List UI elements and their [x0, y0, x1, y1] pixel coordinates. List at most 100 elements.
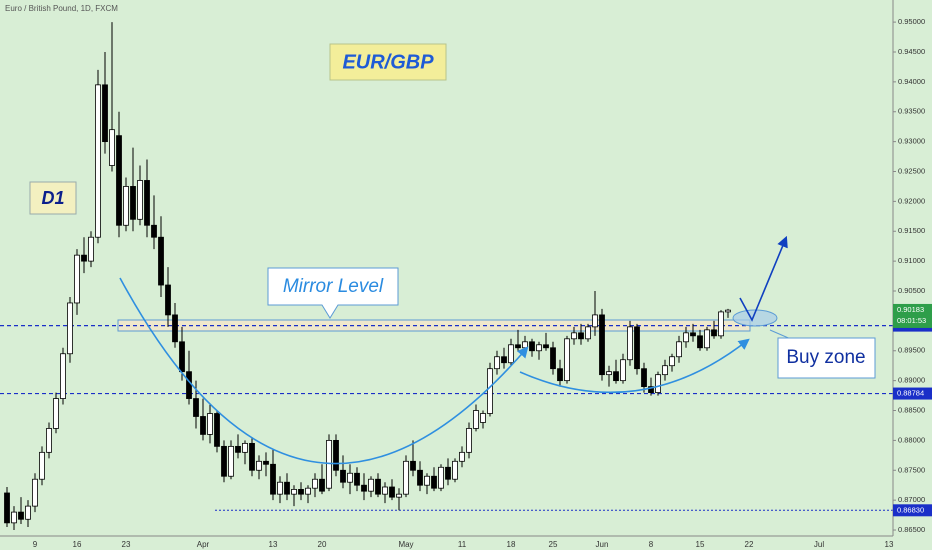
- candle-body: [144, 180, 150, 226]
- candle-body: [32, 478, 38, 507]
- price-line-label: 0.88784: [897, 389, 924, 398]
- candle-body: [396, 493, 402, 498]
- candle-body: [60, 353, 66, 399]
- y-tick-label: 0.87500: [898, 465, 925, 474]
- y-tick-label: 0.88500: [898, 405, 925, 414]
- candle-body: [375, 478, 381, 495]
- candle-body: [424, 475, 430, 486]
- timeframe-box: [29, 181, 77, 215]
- candle-body: [550, 347, 556, 370]
- x-tick-label: May: [398, 540, 413, 549]
- candle-body: [81, 254, 87, 262]
- candle-body: [697, 335, 703, 349]
- y-tick-label: 0.86500: [898, 525, 925, 534]
- price-line-label: 0.86830: [897, 505, 924, 514]
- candle-body: [88, 236, 94, 262]
- candle-body: [669, 356, 675, 367]
- candle-body: [333, 439, 339, 471]
- candle-body: [193, 398, 199, 417]
- candle-body: [298, 488, 304, 495]
- candle-body: [158, 236, 164, 286]
- x-tick-label: 15: [696, 540, 705, 549]
- candle-body: [102, 84, 108, 143]
- candle-body: [200, 416, 206, 435]
- candle-body: [494, 356, 500, 370]
- candle-body: [578, 332, 584, 340]
- candle-body: [459, 451, 465, 462]
- candle-body: [662, 365, 668, 376]
- candle-body: [438, 466, 444, 489]
- candle-body: [634, 326, 640, 370]
- candle-body: [501, 356, 507, 364]
- candle-body: [354, 472, 360, 486]
- price-line-badge: [893, 504, 932, 517]
- x-tick-label: 20: [318, 540, 327, 549]
- y-tick-label: 0.92500: [898, 166, 925, 175]
- candle-body: [571, 332, 577, 340]
- candle-body: [347, 472, 353, 483]
- x-tick-label: Apr: [197, 540, 210, 549]
- buy-label: Buy zone: [786, 347, 865, 368]
- candle-body: [340, 469, 346, 483]
- candle-body: [186, 371, 192, 399]
- y-tick-label: 0.90500: [898, 286, 925, 295]
- candle-body: [515, 344, 521, 349]
- candle-body: [473, 410, 479, 429]
- last-price-label: 0.90183: [897, 305, 924, 314]
- timeframe-label: D1: [41, 188, 64, 208]
- candle-body: [25, 505, 31, 520]
- countdown-label: 08:01:53: [897, 316, 926, 325]
- candle-body: [46, 428, 52, 453]
- candle-body: [312, 478, 318, 489]
- x-tick-label: 18: [507, 540, 516, 549]
- candle-body: [452, 460, 458, 480]
- candle-body: [606, 371, 612, 376]
- candle-body: [361, 484, 367, 492]
- x-tick-label: 8: [649, 540, 654, 549]
- candle-body: [725, 309, 731, 313]
- candle-body: [536, 344, 542, 352]
- candle-body: [277, 481, 283, 495]
- candle-body: [599, 314, 605, 376]
- candle-body: [137, 180, 143, 220]
- x-tick-label: 23: [122, 540, 131, 549]
- candle-body: [263, 460, 269, 465]
- candle-body: [690, 332, 696, 337]
- y-tick-label: 0.87000: [898, 495, 925, 504]
- projection-arrow: [739, 235, 788, 322]
- candle-body: [67, 302, 73, 355]
- candle-body: [508, 344, 514, 364]
- candle-body: [403, 460, 409, 495]
- candle-body: [522, 341, 528, 349]
- candle-body: [123, 186, 129, 226]
- x-tick-label: 13: [885, 540, 894, 549]
- handle-curve: [519, 338, 750, 394]
- candle-body: [557, 368, 563, 382]
- candle-body: [382, 486, 388, 495]
- x-tick-label: 13: [269, 540, 278, 549]
- pair-box: [329, 43, 447, 81]
- candle-body: [284, 481, 290, 495]
- candle-body: [291, 488, 297, 495]
- candle-body: [431, 475, 437, 489]
- buy-box: [777, 337, 876, 379]
- mirror-label: Mirror Level: [283, 276, 384, 297]
- y-tick-label: 0.93000: [898, 137, 925, 146]
- candle-body: [109, 129, 115, 166]
- candle-body: [718, 311, 724, 337]
- candle-body: [221, 445, 227, 477]
- candle-body: [480, 413, 486, 423]
- y-tick-label: 0.92000: [898, 196, 925, 205]
- candle-body: [368, 478, 374, 492]
- x-tick-label: 11: [458, 540, 467, 549]
- candle-body: [389, 486, 395, 498]
- x-tick-label: 9: [33, 540, 38, 549]
- candle-body: [11, 511, 17, 524]
- candle-body: [39, 451, 45, 480]
- candle-body: [74, 254, 80, 304]
- price-line-badge: [893, 387, 932, 400]
- candle-body: [620, 359, 626, 382]
- candle-body: [95, 84, 101, 238]
